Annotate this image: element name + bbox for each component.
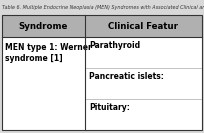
Text: Pancreatic islets:: Pancreatic islets: bbox=[89, 72, 164, 81]
Text: Parathyroid: Parathyroid bbox=[89, 41, 140, 50]
Bar bbox=[2, 15, 202, 37]
Text: MEN type 1: Werner: MEN type 1: Werner bbox=[5, 43, 92, 52]
Text: Syndrome: Syndrome bbox=[19, 22, 68, 31]
Text: Pituitary:: Pituitary: bbox=[89, 103, 130, 112]
Bar bbox=[2, 37, 202, 130]
Text: Table 6. Multiple Endocrine Neoplasia (MEN) Syndromes with Associated Clinical a: Table 6. Multiple Endocrine Neoplasia (M… bbox=[2, 5, 204, 10]
Bar bbox=[2, 15, 202, 130]
Text: Clinical Featur: Clinical Featur bbox=[109, 22, 178, 31]
Text: syndrome [1]: syndrome [1] bbox=[5, 54, 63, 63]
